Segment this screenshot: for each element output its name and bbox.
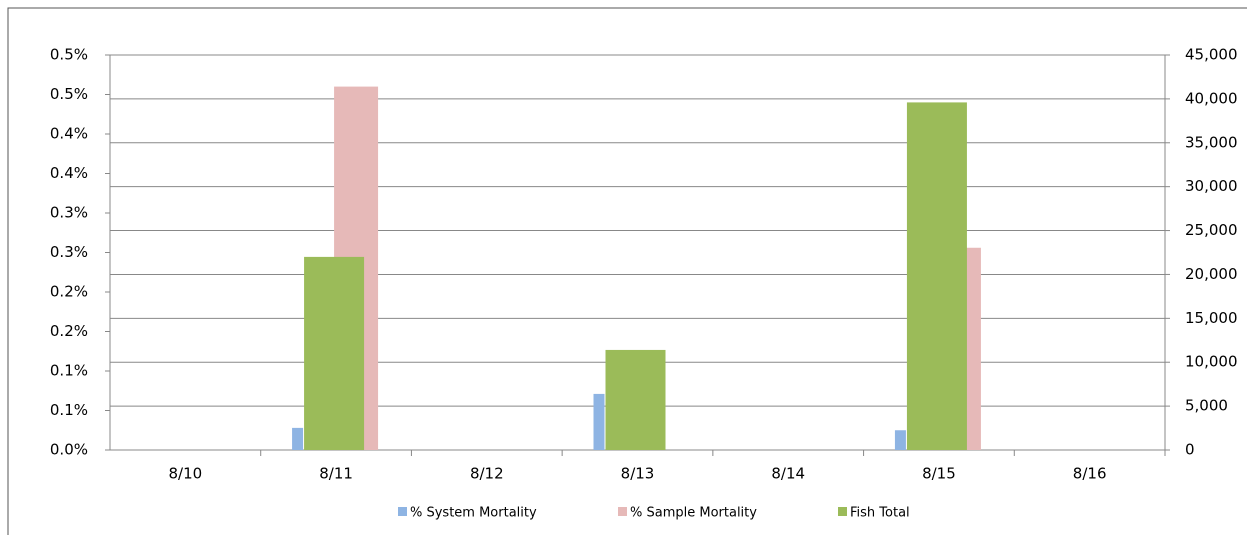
y-tick-label: 0.2% [50,283,88,301]
y2-tick-label: 15,000 [1185,309,1238,327]
y-tick-label: 0.2% [50,322,88,340]
y2-tick-label: 10,000 [1185,353,1238,371]
bar [894,430,906,450]
y-tick-label: 0.1% [50,401,88,419]
y2-tick-label: 30,000 [1185,177,1238,195]
y-tick-label: 0.5% [50,85,88,103]
y2-tick-label: 0 [1185,441,1195,459]
x-tick-label: 8/11 [319,465,353,483]
y2-tick-label: 20,000 [1185,265,1238,283]
y-tick-label: 0.3% [50,204,88,222]
y2-tick-label: 35,000 [1185,133,1238,151]
y2-tick-label: 5,000 [1185,397,1228,415]
x-tick-label: 8/10 [169,465,203,483]
chart-border [7,7,1247,535]
x-tick-label: 8/13 [621,465,655,483]
y-tick-label: 0.4% [50,125,88,143]
bar [906,102,967,451]
y-tick-label: 0.0% [50,441,88,459]
x-tick-label: 8/15 [922,465,956,483]
x-tick-label: 8/14 [771,465,805,483]
y-tick-label: 0.4% [50,164,88,182]
x-tick-label: 8/16 [1073,465,1107,483]
legend-swatch [618,507,627,516]
bar [304,256,365,450]
legend-label: % System Mortality [410,506,537,521]
legend-label: % Sample Mortality [630,506,757,521]
legend-swatch [398,507,407,516]
y2-tick-label: 40,000 [1185,89,1238,107]
legend-label: Fish Total [850,506,910,521]
x-tick-label: 8/12 [470,465,504,483]
y-tick-label: 0.1% [50,362,88,380]
y-tick-label: 0.3% [50,243,88,261]
y-tick-label: 0.5% [50,46,88,64]
y2-tick-label: 25,000 [1185,221,1238,239]
legend-swatch [838,507,847,516]
y2-tick-label: 45,000 [1185,46,1238,64]
bar [593,393,605,450]
bar [292,427,304,450]
bar [605,349,666,450]
